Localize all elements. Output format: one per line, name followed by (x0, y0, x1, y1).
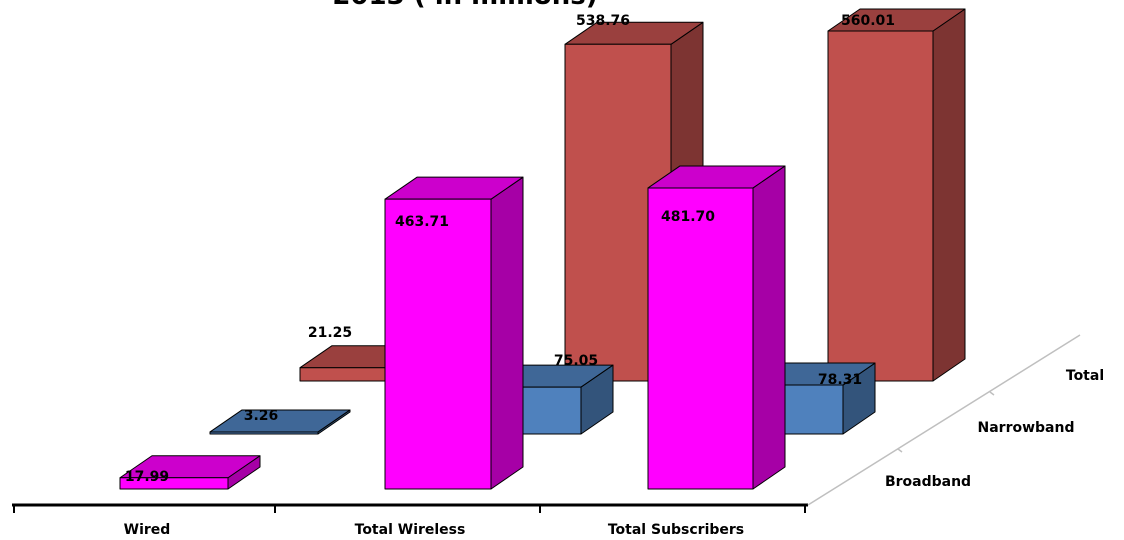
chart-floor: Wired Total Wireless Total Subscribers Broa… (12, 334, 1104, 538)
depth-axis-tick (897, 448, 903, 453)
bar-side (752, 165, 786, 490)
data-label-total-total-subscribers: 560.01 (841, 13, 895, 29)
data-label-narrowband-wired: 3.26 (244, 408, 279, 424)
bar-front (827, 30, 934, 382)
data-label-broadband-wired: 17.99 (125, 469, 169, 485)
bar-narrowband-wired (209, 409, 351, 435)
bar-side (932, 8, 966, 382)
x-tick-label-total-subscribers: Total Subscribers (608, 522, 744, 538)
depth-label-narrowband: Narrowband (978, 420, 1075, 436)
data-label-broadband-total-subscribers: 481.70 (661, 209, 715, 225)
bar-broadband-total-wireless (384, 176, 524, 490)
depth-label-total: Total (1066, 368, 1104, 384)
data-label-total-total-wireless: 538.76 (576, 13, 630, 29)
depth-label-broadband: Broadband (885, 474, 971, 490)
bar-front (209, 431, 319, 435)
data-label-broadband-total-wireless: 463.71 (395, 214, 449, 230)
data-label-narrowband-total-subscribers: 78.31 (818, 372, 862, 388)
label-group: 17.99 463.71 481.70 3.26 75.05 78.31 21.25 538.… (125, 13, 895, 485)
x-tick-label-total-wireless: Total Wireless (355, 522, 466, 538)
data-label-narrowband-total-wireless: 75.05 (554, 353, 598, 369)
chart-title: 2013 ( in millions) (332, 0, 597, 11)
depth-axis-line (807, 334, 1081, 506)
bar-front (647, 187, 754, 490)
bar-front (384, 198, 492, 490)
bar-broadband-wired (119, 455, 261, 490)
bar-broadband-total-subscribers (647, 165, 786, 490)
data-label-total-wired: 21.25 (308, 325, 352, 341)
bar-total-total-subscribers (827, 8, 966, 382)
bar-top (209, 409, 351, 433)
depth-axis-tick (989, 391, 995, 396)
bar-side (490, 176, 524, 490)
bar-group (119, 8, 966, 490)
bar-front (119, 477, 229, 490)
x-tick-label-wired: Wired (124, 522, 171, 538)
